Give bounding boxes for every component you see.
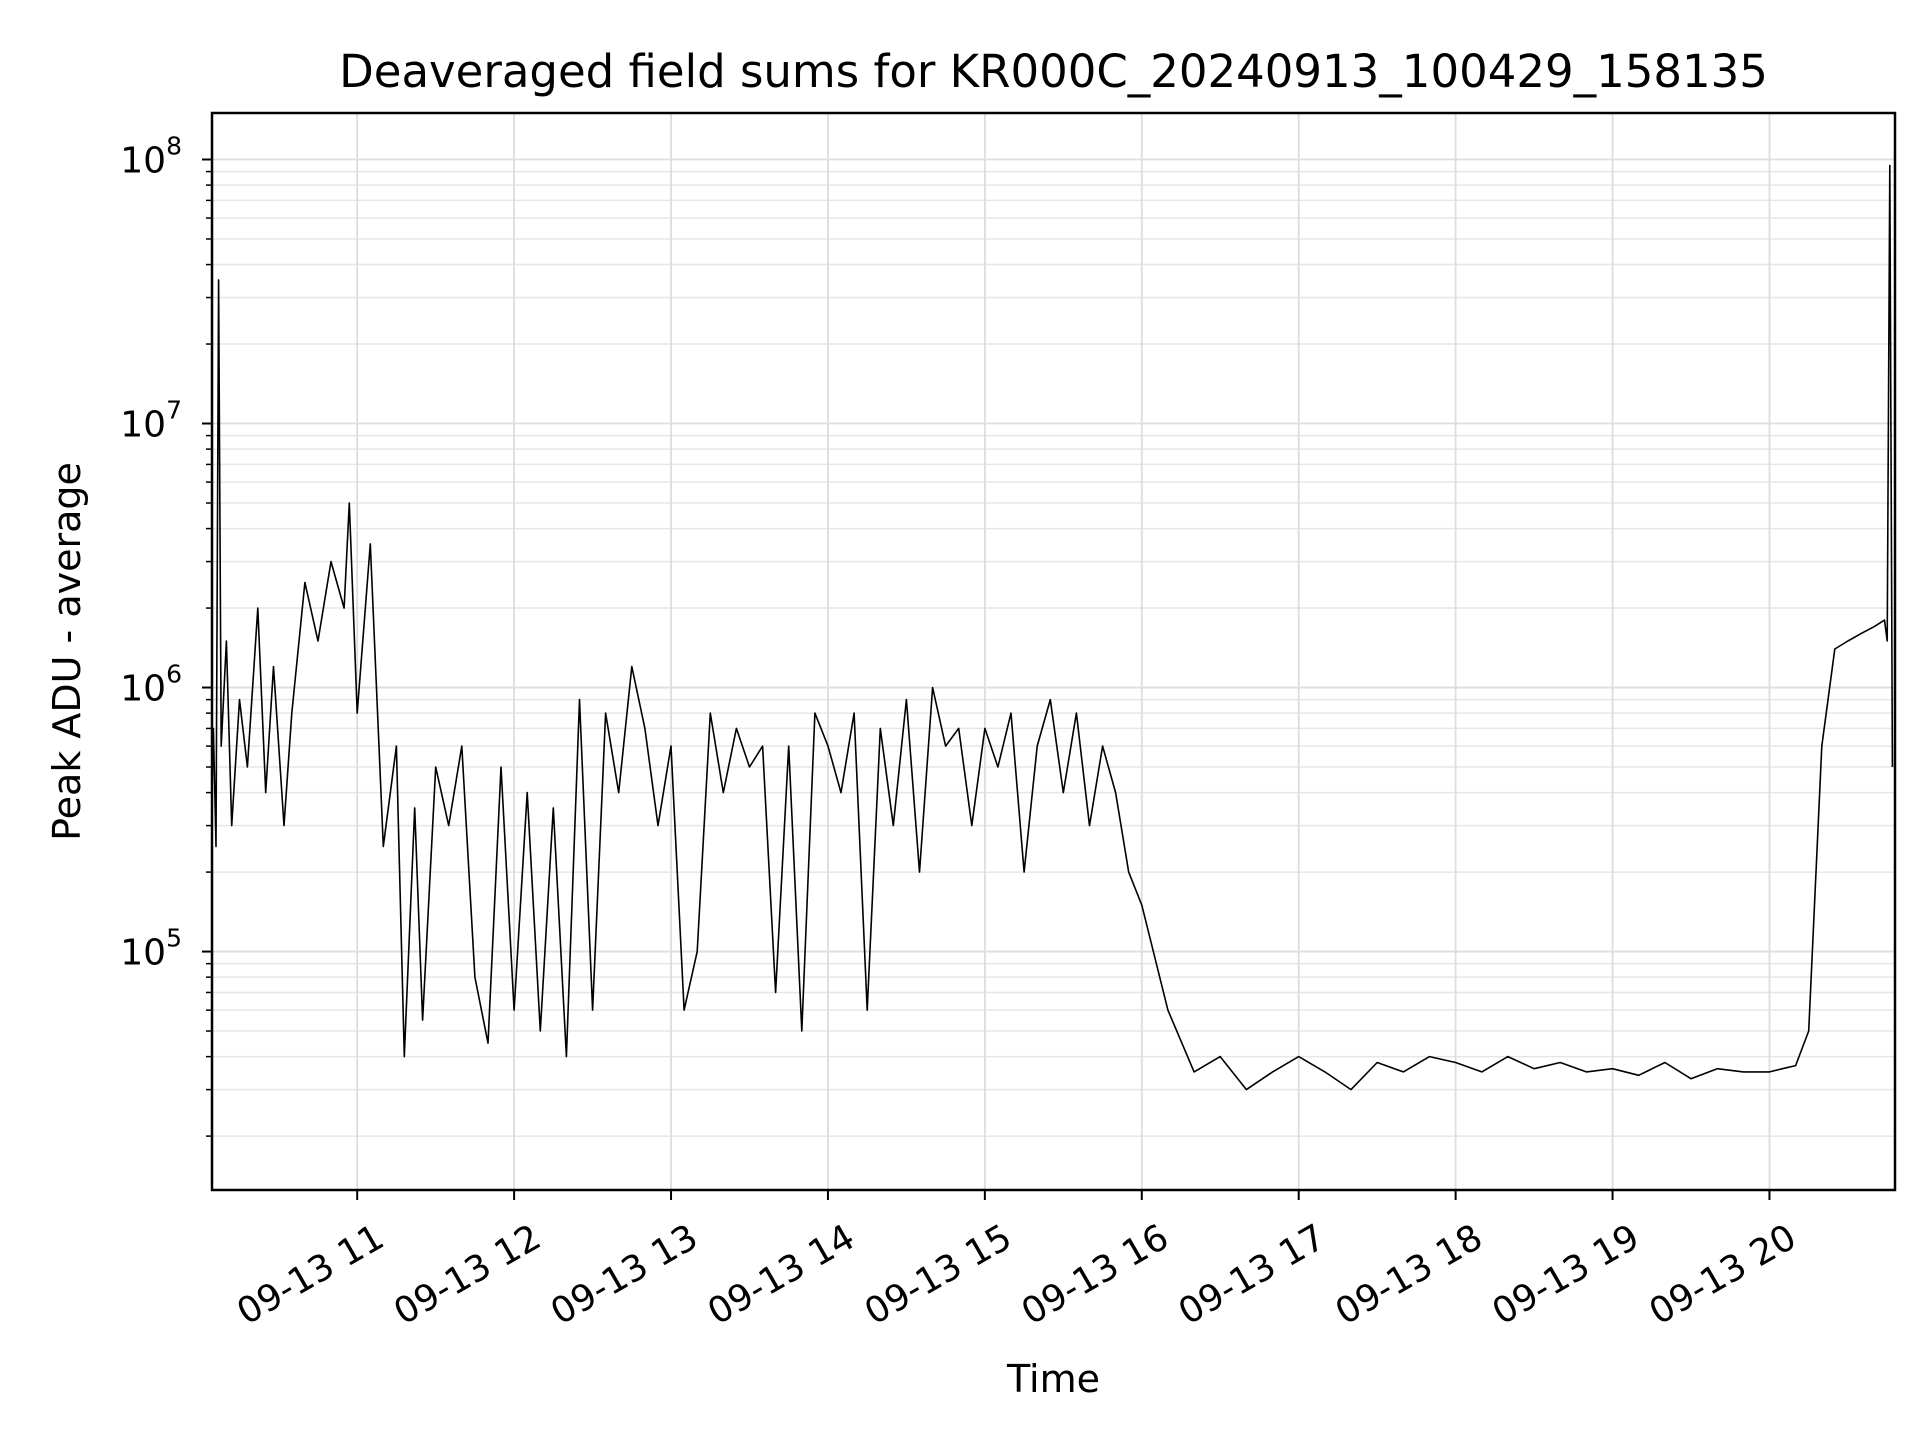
- x-tick-label: 09-13 11: [230, 1217, 391, 1333]
- series-line: [211, 164, 1894, 1091]
- minor-gridlines: [206, 170, 1895, 1137]
- y-axis-label: Peak ADU - average: [45, 462, 89, 841]
- y-tick-label: 106: [120, 660, 182, 710]
- y-axis-ticks: 105 106 107 108: [120, 131, 212, 974]
- x-tick-label: 09-13 12: [387, 1217, 548, 1333]
- major-gridlines: [212, 113, 1895, 1190]
- plot-frame: [210, 111, 1897, 1192]
- x-tick-label: 09-13 15: [858, 1217, 1019, 1333]
- x-tick-label: 09-13 18: [1329, 1217, 1490, 1333]
- y-tick-label: 107: [120, 396, 182, 446]
- x-tick-label: 09-13 19: [1486, 1217, 1647, 1333]
- x-tick-label: 09-13 16: [1015, 1217, 1176, 1333]
- series-line-0: [211, 164, 1894, 1091]
- y-tick-label: 108: [120, 131, 182, 181]
- x-tick-label: 09-13 14: [701, 1217, 862, 1333]
- chart-title: Deaveraged field sums for KR000C_2024091…: [339, 45, 1768, 98]
- y-tick-label: 105: [120, 924, 182, 974]
- x-tick-label: 09-13 13: [544, 1217, 705, 1333]
- x-axis-label: Time: [1006, 1357, 1100, 1401]
- x-tick-label: 09-13 17: [1172, 1217, 1333, 1333]
- x-tick-label: 09-13 20: [1643, 1217, 1804, 1333]
